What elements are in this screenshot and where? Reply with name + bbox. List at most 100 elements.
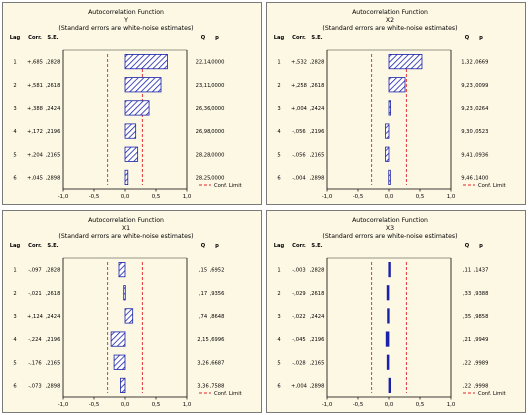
se-label: ,2196	[46, 337, 61, 343]
se-label: ,2165	[46, 360, 61, 366]
corr-label: -,045	[292, 337, 305, 343]
acf-bar	[124, 169, 129, 185]
header-q: Q	[465, 35, 470, 41]
lag-label: 1	[13, 268, 16, 274]
corr-label: +,172	[27, 129, 43, 135]
acf-bar	[120, 377, 126, 393]
corr-label: +,204	[27, 152, 44, 158]
header-lag: Lag	[10, 243, 21, 249]
corr-label: -,176	[28, 360, 41, 366]
lag-label: 3	[277, 106, 280, 112]
acf-bar	[388, 262, 391, 278]
p-label: ,0669	[474, 60, 489, 66]
corr-label: -,021	[28, 291, 41, 297]
p-label: ,8648	[210, 314, 225, 320]
lag-label: 1	[277, 268, 280, 274]
header-p: p	[215, 35, 219, 41]
acf-bar	[110, 331, 126, 347]
q-label: ,22	[463, 360, 471, 366]
header-se: S.E.	[311, 35, 322, 41]
legend-conf-limit-label: Conf. Limit	[214, 183, 242, 189]
se-label: ,2618	[310, 291, 325, 297]
acf-bar	[385, 331, 390, 347]
q-label: ,22	[463, 383, 471, 389]
lag-label: 4	[277, 129, 281, 135]
q-label: 22,14	[196, 60, 212, 66]
corr-label: -,028	[292, 360, 305, 366]
se-label: ,2165	[46, 152, 61, 158]
chart-title: Autocorrelation Function	[88, 217, 164, 224]
lag-label: 1	[277, 60, 280, 66]
x-tick-label: -0,5	[353, 194, 364, 200]
acf-bar	[388, 169, 391, 185]
lag-label: 4	[277, 337, 281, 343]
q-label: 28,25	[196, 175, 211, 181]
p-label: ,6952	[210, 268, 225, 274]
chart-note: (Standard errors are white-noise estimat…	[322, 25, 457, 32]
header-corr: Corr.	[28, 243, 42, 249]
corr-label: +,004	[291, 383, 308, 389]
p-label: ,9949	[474, 337, 489, 343]
acf-bar	[386, 285, 390, 301]
x-tick-label: 0,0	[121, 194, 130, 200]
lag-label: 5	[13, 152, 16, 158]
p-label: ,9858	[474, 314, 489, 320]
header-se: S.E.	[47, 243, 58, 249]
se-label: ,2898	[46, 383, 61, 389]
lag-label: 3	[13, 106, 16, 112]
acf-panel-x1: Autocorrelation Function X1 (Standard erro…	[2, 210, 262, 413]
p-label: ,7588	[210, 383, 225, 389]
header-se: S.E.	[311, 243, 322, 249]
se-label: ,2828	[46, 268, 61, 274]
chart-title: Autocorrelation Function	[352, 217, 428, 224]
chart-title: Autocorrelation Function	[352, 9, 428, 16]
lag-label: 2	[13, 83, 16, 89]
header-q: Q	[465, 243, 470, 249]
lag-label: 2	[277, 83, 280, 89]
corr-label: +,004	[291, 106, 308, 112]
se-label: ,2196	[310, 129, 325, 135]
header-p: p	[215, 243, 219, 249]
corr-label: -,224	[28, 337, 42, 343]
x-tick-label: -0,5	[89, 194, 100, 200]
p-label: ,9356	[210, 291, 225, 297]
chart-subtitle: X1	[122, 225, 130, 232]
header-lag: Lag	[10, 35, 21, 41]
x-tick-label: -1,0	[58, 402, 69, 408]
p-label: ,0936	[474, 152, 489, 158]
lag-label: 3	[277, 314, 280, 320]
x-tick-label: -1,0	[322, 194, 333, 200]
p-label: ,9989	[474, 360, 489, 366]
q-label: 9,30	[461, 129, 473, 135]
se-label: ,2898	[46, 175, 61, 181]
p-label: ,0000	[210, 83, 225, 89]
corr-label: -,022	[292, 314, 305, 320]
corr-label: +,388	[27, 106, 43, 112]
q-label: 9,23	[461, 83, 473, 89]
se-label: ,2898	[310, 383, 325, 389]
corr-label: +,258	[291, 83, 307, 89]
acf-bar	[124, 308, 134, 324]
chart-note: (Standard errors are white-noise estimat…	[58, 233, 193, 240]
x-tick-label: 0,5	[416, 194, 425, 200]
lag-label: 5	[13, 360, 16, 366]
acf-panel-x3: Autocorrelation Function X3 (Standard erro…	[266, 210, 526, 413]
x-tick-label: -1,0	[322, 402, 333, 408]
x-tick-label: 0,0	[121, 402, 130, 408]
acf-bar	[388, 100, 392, 116]
lag-label: 4	[13, 337, 17, 343]
legend-conf-limit-label: Conf. Limit	[478, 391, 506, 397]
chart-subtitle: X2	[386, 17, 394, 24]
acf-bar	[385, 146, 390, 162]
lag-label: 6	[13, 383, 16, 389]
acf-bar	[124, 77, 162, 93]
acf-bar	[124, 54, 168, 70]
chart-note: (Standard errors are white-noise estimat…	[58, 25, 193, 32]
header-p: p	[479, 243, 483, 249]
corr-label: -,056	[292, 152, 305, 158]
lag-label: 6	[13, 175, 16, 181]
